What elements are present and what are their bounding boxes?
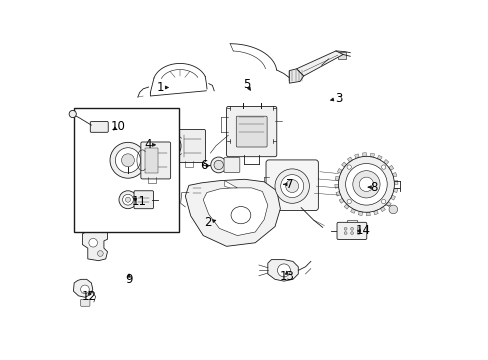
Circle shape [119, 191, 137, 209]
Polygon shape [296, 51, 343, 76]
Bar [74, 108, 179, 232]
Circle shape [121, 154, 134, 167]
Text: 9: 9 [125, 273, 133, 286]
Circle shape [125, 197, 130, 202]
Text: 14: 14 [355, 224, 370, 238]
Polygon shape [335, 192, 340, 196]
Circle shape [274, 169, 309, 203]
Polygon shape [366, 212, 369, 216]
Circle shape [158, 136, 176, 155]
Circle shape [388, 205, 397, 214]
Polygon shape [347, 157, 352, 162]
Polygon shape [391, 172, 396, 177]
Polygon shape [82, 231, 107, 261]
Text: 4: 4 [144, 138, 152, 151]
FancyBboxPatch shape [176, 130, 205, 162]
Polygon shape [267, 260, 298, 281]
Circle shape [277, 264, 290, 277]
Circle shape [346, 165, 350, 169]
Polygon shape [185, 179, 280, 246]
Circle shape [280, 175, 303, 198]
Circle shape [345, 163, 386, 205]
Polygon shape [362, 153, 366, 157]
Text: 2: 2 [204, 216, 211, 229]
Text: 10: 10 [111, 120, 125, 133]
Polygon shape [388, 165, 393, 170]
Text: 11: 11 [131, 195, 146, 208]
Text: 1: 1 [156, 81, 163, 94]
Circle shape [110, 142, 145, 178]
FancyBboxPatch shape [141, 142, 170, 179]
Circle shape [285, 180, 298, 193]
FancyBboxPatch shape [224, 157, 239, 172]
Circle shape [359, 177, 373, 192]
Ellipse shape [230, 207, 250, 224]
Circle shape [97, 251, 103, 256]
Circle shape [346, 199, 350, 204]
Text: 7: 7 [285, 178, 292, 191]
FancyBboxPatch shape [265, 160, 318, 211]
Circle shape [163, 141, 171, 150]
Polygon shape [358, 211, 362, 216]
Polygon shape [203, 188, 267, 235]
Polygon shape [337, 168, 342, 174]
FancyBboxPatch shape [236, 116, 266, 147]
Text: 8: 8 [370, 181, 377, 194]
Polygon shape [224, 181, 237, 188]
Circle shape [350, 227, 353, 230]
Polygon shape [393, 180, 397, 184]
Circle shape [214, 160, 223, 170]
Circle shape [210, 157, 226, 173]
Circle shape [115, 148, 140, 173]
Circle shape [89, 238, 97, 247]
Circle shape [350, 231, 353, 234]
FancyBboxPatch shape [336, 222, 366, 239]
Circle shape [352, 171, 379, 198]
Polygon shape [350, 208, 355, 213]
Polygon shape [383, 159, 388, 165]
Polygon shape [334, 184, 338, 188]
Circle shape [81, 285, 89, 294]
Circle shape [344, 227, 346, 230]
FancyBboxPatch shape [134, 191, 153, 209]
Polygon shape [334, 176, 339, 180]
Circle shape [356, 227, 359, 230]
Circle shape [356, 231, 359, 234]
Text: 3: 3 [334, 92, 342, 105]
Polygon shape [393, 188, 397, 193]
Circle shape [122, 194, 133, 205]
Polygon shape [73, 279, 93, 297]
Circle shape [153, 132, 181, 159]
Polygon shape [344, 204, 348, 209]
FancyBboxPatch shape [81, 300, 90, 306]
Circle shape [344, 231, 346, 234]
Polygon shape [338, 198, 344, 203]
Polygon shape [354, 154, 359, 158]
Text: 6: 6 [200, 159, 207, 172]
Polygon shape [369, 153, 374, 157]
Polygon shape [390, 195, 395, 200]
Circle shape [381, 199, 385, 204]
FancyBboxPatch shape [90, 122, 108, 132]
FancyBboxPatch shape [145, 148, 158, 173]
Polygon shape [377, 155, 382, 160]
Circle shape [69, 111, 76, 118]
Text: 5: 5 [243, 78, 250, 91]
Circle shape [338, 156, 394, 212]
Text: 13: 13 [279, 270, 294, 283]
Polygon shape [289, 69, 303, 83]
Circle shape [381, 165, 385, 169]
Polygon shape [373, 210, 378, 215]
FancyBboxPatch shape [337, 52, 345, 59]
Polygon shape [386, 202, 390, 207]
Text: 12: 12 [82, 290, 97, 303]
FancyBboxPatch shape [226, 107, 276, 157]
Polygon shape [380, 207, 385, 212]
Polygon shape [341, 162, 346, 167]
